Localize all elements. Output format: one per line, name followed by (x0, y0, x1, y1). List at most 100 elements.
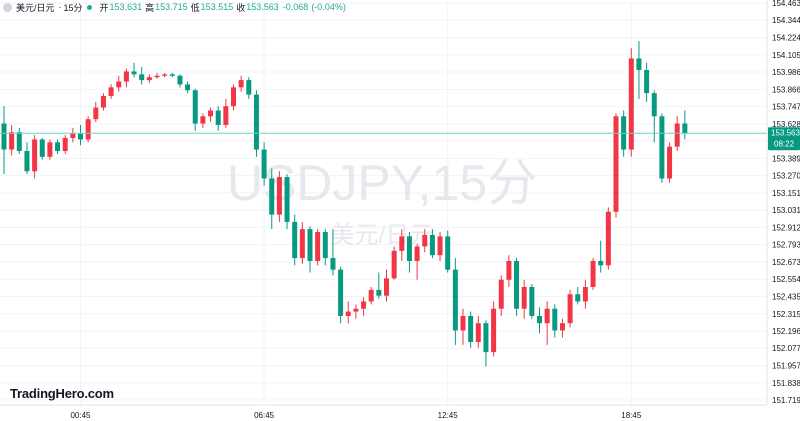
candle-body (39, 139, 45, 157)
candle (605, 207, 611, 270)
candle (39, 137, 45, 160)
candle-body (62, 137, 68, 152)
candle (9, 124, 15, 156)
price-tick-label: 154.105 (772, 51, 800, 60)
candle (93, 101, 99, 123)
price-tick-label: 153.747 (772, 103, 800, 112)
time-tick-label: 00:45 (70, 411, 91, 420)
candle (100, 93, 106, 111)
price-tick-label: 153.389 (772, 154, 800, 163)
candle (192, 88, 198, 131)
candle-body (269, 178, 275, 215)
candle-body (414, 246, 420, 261)
candle (552, 304, 558, 338)
candle-body (361, 301, 367, 309)
candle (376, 272, 382, 299)
interval-label[interactable]: 15分 (63, 2, 83, 13)
candle (491, 301, 497, 357)
candle-body (651, 93, 657, 117)
candle-body (384, 278, 389, 296)
candle-body (483, 323, 489, 353)
price-tick-label: 154.344 (772, 16, 800, 25)
price-tick-label: 152.793 (772, 241, 800, 250)
candle (32, 135, 38, 179)
candle-body (521, 287, 527, 309)
candle-body (498, 279, 504, 309)
candle (575, 287, 581, 305)
candle-body (537, 315, 542, 324)
candle (177, 74, 183, 88)
candle-body (330, 258, 336, 270)
candle (659, 113, 665, 183)
time-tick-label: 12:45 (438, 411, 459, 420)
candle (123, 68, 129, 88)
candle (231, 84, 236, 111)
candle (108, 84, 114, 99)
high-value: 153.715 (155, 2, 188, 12)
candle (292, 214, 298, 266)
candle (200, 113, 206, 128)
candle (582, 279, 588, 309)
price-tick-label: 151.838 (772, 379, 800, 388)
price-tick-label: 152.077 (772, 344, 800, 353)
candle (544, 301, 550, 345)
candle-body (391, 250, 397, 279)
candle (185, 81, 191, 94)
candle (613, 113, 619, 218)
price-tick-label: 153.270 (772, 172, 800, 181)
candle-body (284, 177, 290, 222)
candle-body (460, 315, 466, 331)
candle-body (575, 294, 581, 302)
candle-body (368, 289, 374, 302)
candle-body (491, 308, 497, 353)
candle (475, 315, 481, 348)
candle (468, 311, 474, 348)
candle-body (644, 69, 650, 94)
candle (208, 107, 214, 123)
candle (261, 142, 267, 186)
candle (276, 171, 282, 222)
time-tick-label: 06:45 (254, 411, 275, 420)
candle-body (154, 75, 160, 78)
candle-body (231, 87, 236, 107)
candle-body (246, 80, 252, 95)
candle-body (682, 123, 688, 134)
candle (345, 301, 351, 324)
candle (253, 90, 259, 157)
candle (70, 127, 76, 143)
candle-body (567, 294, 573, 324)
candle-body (315, 232, 321, 261)
candle-body (192, 90, 198, 124)
price-tick-label: 152.315 (772, 310, 800, 319)
symbol-name[interactable]: 美元/日元 (16, 2, 55, 13)
candle (24, 142, 30, 175)
price-tick-label: 151.719 (772, 396, 800, 405)
candle (284, 174, 290, 230)
candle-body (659, 116, 665, 179)
candle (644, 62, 650, 102)
candle (368, 287, 374, 305)
price-tick-label: 152.196 (772, 327, 800, 336)
candle (384, 269, 389, 302)
candle-body (598, 260, 604, 266)
low-value: 153.515 (200, 2, 234, 12)
candle (315, 229, 321, 266)
market-status-icon (86, 4, 92, 10)
candle-body (70, 133, 76, 138)
candle (1, 106, 7, 175)
candle-body (185, 84, 191, 91)
high-label: 高 (145, 2, 155, 13)
candle (146, 74, 152, 84)
price-tick-label: 153.628 (772, 120, 800, 129)
price-tick-label: 153.986 (772, 68, 800, 77)
candle-body (9, 132, 15, 150)
candle-body (452, 269, 458, 331)
candle (78, 124, 83, 146)
candle-body (422, 234, 428, 247)
candle (667, 142, 673, 183)
candle-body (544, 308, 550, 324)
candle (414, 243, 420, 280)
candle-body (123, 71, 129, 82)
